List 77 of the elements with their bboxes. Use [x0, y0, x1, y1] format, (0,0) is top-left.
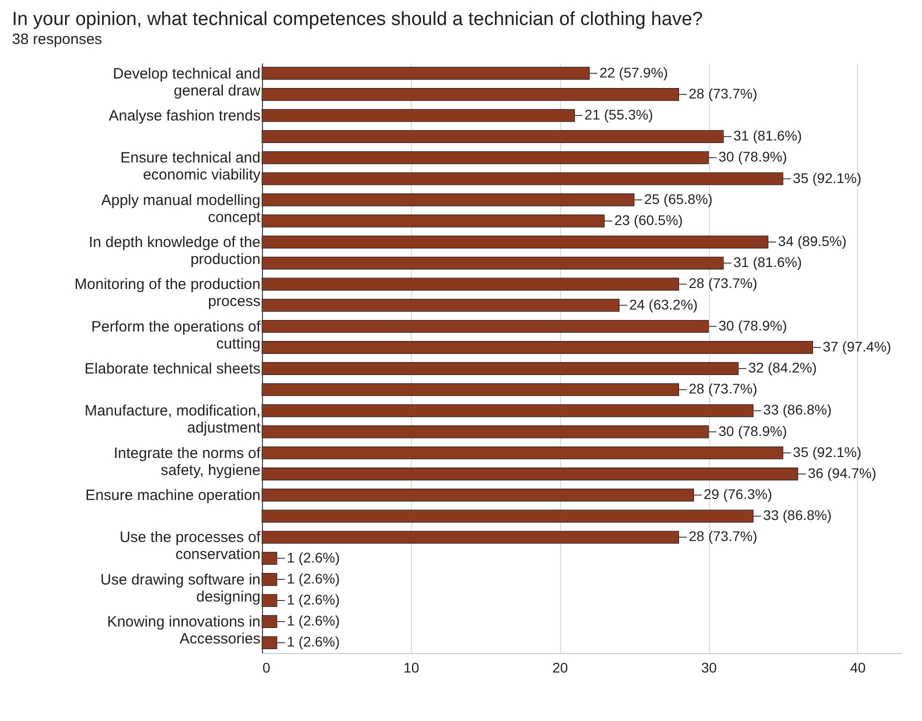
bar — [262, 236, 768, 248]
bar — [262, 552, 278, 565]
bar — [262, 109, 575, 122]
bar — [262, 193, 634, 206]
bar — [262, 383, 680, 396]
x-tick-label: 30 — [701, 660, 718, 676]
data-label: 1 (2.6%) — [286, 612, 340, 629]
x-tick-label: 10 — [404, 660, 420, 676]
y-tick-label: Elaborate technical sheets — [84, 360, 260, 378]
bar — [262, 341, 813, 354]
bar — [262, 446, 784, 460]
y-tick-label: Ensure technical and economic viability — [120, 150, 261, 184]
data-label: 28 (73.7%) — [688, 528, 758, 544]
bar — [262, 488, 694, 502]
chart-title: In your opinion, what technical competences should a technician of clothing have? — [12, 9, 703, 30]
bar — [262, 66, 590, 80]
x-tick-label: 0 — [262, 660, 270, 676]
bar — [262, 468, 798, 480]
bar — [262, 320, 709, 333]
data-label: 1 (2.6%) — [286, 634, 340, 650]
data-label: 33 (86.8%) — [763, 507, 832, 524]
x-tick-label: 20 — [552, 660, 568, 676]
y-tick-label: Manufacture, modification, adjustment — [84, 402, 262, 437]
bar — [262, 214, 605, 228]
data-label: 24 (63.2%) — [629, 296, 698, 312]
bar — [262, 278, 680, 291]
y-tick-label: Knowing innovations in Accessories — [107, 614, 260, 648]
bar — [262, 615, 278, 628]
data-label: 36 (94.7%) — [808, 464, 876, 481]
data-label: 28 (73.7%) — [688, 85, 758, 102]
data-label: 31 (81.6%) — [733, 128, 802, 144]
data-label: 21 (55.3%) — [584, 106, 654, 123]
y-tick-label: Analyse fashion trends — [108, 108, 260, 125]
y-tick-label: Use the processes of conservation — [120, 529, 262, 564]
bar — [262, 172, 784, 186]
bar — [262, 362, 739, 375]
data-label: 37 (97.4%) — [822, 338, 892, 354]
y-tick-label: Monitoring of the production process — [74, 276, 260, 310]
y-tick-label: Apply manual modelling concept — [101, 192, 262, 226]
data-label: 31 (81.6%) — [733, 254, 802, 270]
bar — [262, 256, 724, 270]
data-label: 1 (2.6%) — [286, 570, 340, 586]
data-label: 23 (60.5%) — [614, 212, 683, 228]
y-tick-label: Ensure machine operation — [85, 487, 260, 504]
data-label: 25 (65.8%) — [644, 190, 713, 207]
data-label: 30 (78.9%) — [718, 148, 787, 165]
bar — [262, 594, 278, 607]
data-label: 1 (2.6%) — [286, 591, 340, 608]
bar — [262, 510, 754, 523]
data-label: 29 (76.3%) — [704, 486, 772, 502]
y-tick-label: In depth knowledge of the production — [88, 234, 260, 268]
data-label: 32 (84.2%) — [748, 360, 817, 376]
bar — [262, 636, 278, 650]
data-label: 35 (92.1%) — [792, 444, 862, 460]
data-label: 30 (78.9%) — [718, 422, 787, 439]
text: 38 responses — [12, 31, 102, 48]
bar — [262, 530, 680, 544]
bar — [262, 88, 680, 101]
x-tick-label: 40 — [850, 660, 866, 676]
data-label: 28 (73.7%) — [688, 275, 758, 292]
bar — [262, 151, 709, 164]
data-label: 22 (57.9%) — [599, 64, 668, 80]
bar — [262, 298, 620, 312]
bar — [262, 425, 709, 438]
data-label: 33 (86.8%) — [763, 402, 832, 418]
data-label: 34 (89.5%) — [778, 233, 847, 250]
bar — [262, 130, 724, 144]
bar — [262, 404, 754, 418]
data-label: 28 (73.7%) — [688, 380, 758, 397]
y-tick-label: Integrate the norms of safety, hygiene — [114, 444, 262, 479]
data-label: 30 (78.9%) — [718, 317, 787, 334]
data-label: 35 (92.1%) — [792, 170, 862, 186]
y-tick-label: Use drawing software in designing — [100, 571, 260, 606]
y-tick-label: Develop technical and general draw — [112, 65, 261, 100]
bar — [262, 572, 278, 586]
y-tick-label: Perform the operations of cutting — [91, 318, 262, 352]
data-label: 1 (2.6%) — [286, 549, 340, 566]
